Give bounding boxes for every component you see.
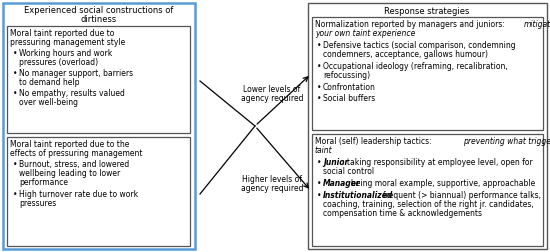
Text: over well-being: over well-being	[19, 98, 78, 107]
Text: compensation time & acknowledgements: compensation time & acknowledgements	[323, 209, 482, 218]
Text: dirtiness: dirtiness	[81, 15, 117, 24]
Text: wellbeing leading to lower: wellbeing leading to lower	[19, 169, 120, 178]
Bar	[7, 26, 190, 133]
Text: •: •	[317, 41, 322, 50]
Text: High turnover rate due to work: High turnover rate due to work	[19, 190, 138, 199]
Text: No manager support, barriers: No manager support, barriers	[19, 69, 133, 78]
Text: •: •	[317, 94, 322, 103]
Text: condemners, acceptance, gallows humour): condemners, acceptance, gallows humour)	[323, 50, 488, 59]
Text: Higher levels of: Higher levels of	[242, 175, 302, 184]
Text: •: •	[13, 49, 18, 58]
Bar	[308, 3, 547, 249]
Text: pressures: pressures	[19, 199, 56, 208]
Text: •: •	[317, 158, 322, 167]
Text: Working hours and work: Working hours and work	[19, 49, 112, 58]
Text: : being moral example, supportive, approachable: : being moral example, supportive, appro…	[345, 179, 535, 188]
Text: Manager: Manager	[323, 179, 361, 188]
Text: your own taint experience: your own taint experience	[315, 29, 415, 38]
Text: •: •	[13, 190, 18, 199]
Text: No empathy, results valued: No empathy, results valued	[19, 89, 125, 98]
Text: agency required: agency required	[241, 184, 303, 193]
Text: agency required: agency required	[241, 94, 303, 103]
Bar	[7, 137, 190, 246]
Text: Confrontation: Confrontation	[323, 83, 376, 92]
Text: preventing what triggers the: preventing what triggers the	[463, 137, 550, 146]
Text: effects of pressuring management: effects of pressuring management	[10, 149, 142, 158]
Text: coaching, training, selection of the right jr. candidates,: coaching, training, selection of the rig…	[323, 200, 534, 209]
Text: Lower levels of: Lower levels of	[243, 85, 301, 94]
Bar	[3, 3, 195, 249]
Text: mitigating: mitigating	[524, 20, 550, 29]
Text: : taking responsibility at employee level, open for: : taking responsibility at employee leve…	[342, 158, 533, 167]
Text: Defensive tactics (social comparison, condemning: Defensive tactics (social comparison, co…	[323, 41, 516, 50]
Text: Response strategies: Response strategies	[384, 7, 470, 16]
Bar	[312, 134, 543, 246]
Text: Moral taint reported due to: Moral taint reported due to	[10, 29, 114, 38]
Text: Moral (self) leadership tactics:: Moral (self) leadership tactics:	[315, 137, 434, 146]
Text: •: •	[13, 160, 18, 169]
Bar	[312, 17, 543, 130]
Text: •: •	[317, 191, 322, 200]
Text: Experienced social constructions of: Experienced social constructions of	[24, 6, 174, 15]
Text: •: •	[13, 89, 18, 98]
Text: performance: performance	[19, 178, 68, 187]
Text: pressures (overload): pressures (overload)	[19, 58, 98, 67]
Text: Occupational ideology (reframing, recalibration,: Occupational ideology (reframing, recali…	[323, 62, 508, 71]
Text: Junior: Junior	[323, 158, 348, 167]
Text: social control: social control	[323, 167, 374, 176]
Text: Moral taint reported due to the: Moral taint reported due to the	[10, 140, 129, 149]
Text: •: •	[317, 179, 322, 188]
Text: •: •	[13, 69, 18, 78]
Text: Burnout, stress, and lowered: Burnout, stress, and lowered	[19, 160, 129, 169]
Text: Normalization reported by managers and juniors:: Normalization reported by managers and j…	[315, 20, 507, 29]
Text: : frequent (> biannual) performance talks,: : frequent (> biannual) performance talk…	[378, 191, 541, 200]
Text: pressuring management style: pressuring management style	[10, 38, 125, 47]
Text: refocussing): refocussing)	[323, 71, 370, 80]
Text: Social buffers: Social buffers	[323, 94, 375, 103]
Text: •: •	[317, 62, 322, 71]
Text: taint: taint	[315, 146, 333, 155]
Text: Institutionalized: Institutionalized	[323, 191, 393, 200]
Text: •: •	[317, 83, 322, 92]
Text: to demand help: to demand help	[19, 78, 80, 87]
